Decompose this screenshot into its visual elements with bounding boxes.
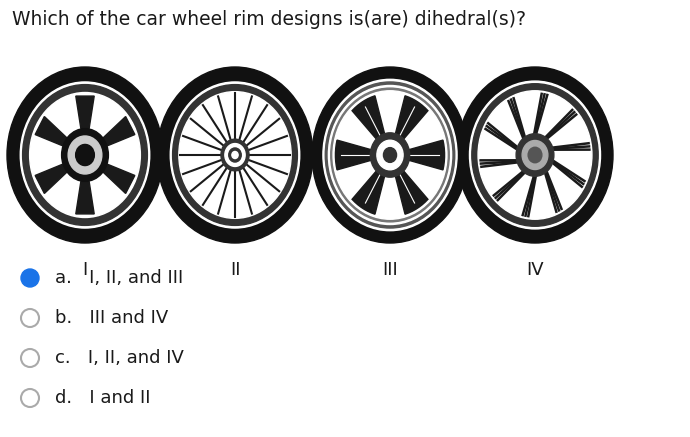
- Ellipse shape: [20, 82, 150, 228]
- Text: b.   III and IV: b. III and IV: [55, 309, 168, 327]
- Ellipse shape: [232, 152, 238, 159]
- Ellipse shape: [528, 147, 542, 163]
- Circle shape: [21, 269, 39, 287]
- Text: IV: IV: [526, 261, 544, 279]
- Ellipse shape: [221, 139, 249, 171]
- Ellipse shape: [457, 67, 613, 243]
- Text: a.   I, II, and III: a. I, II, and III: [55, 269, 184, 287]
- Polygon shape: [76, 165, 95, 214]
- Circle shape: [26, 274, 34, 282]
- Ellipse shape: [172, 85, 297, 225]
- Ellipse shape: [331, 88, 449, 222]
- Ellipse shape: [472, 84, 598, 226]
- Ellipse shape: [371, 133, 410, 177]
- Text: d.   I and II: d. I and II: [55, 389, 150, 407]
- Ellipse shape: [522, 140, 548, 170]
- Ellipse shape: [68, 136, 102, 174]
- Ellipse shape: [229, 148, 242, 162]
- Ellipse shape: [76, 145, 95, 166]
- Polygon shape: [401, 140, 444, 170]
- Text: c.   I, II, and IV: c. I, II, and IV: [55, 349, 184, 367]
- Ellipse shape: [61, 128, 108, 181]
- Polygon shape: [92, 117, 135, 151]
- Ellipse shape: [179, 92, 291, 218]
- Polygon shape: [76, 96, 95, 145]
- Ellipse shape: [23, 85, 148, 225]
- Text: II: II: [230, 261, 240, 279]
- Polygon shape: [92, 159, 135, 194]
- Ellipse shape: [325, 82, 455, 228]
- Ellipse shape: [469, 81, 600, 229]
- Polygon shape: [352, 164, 387, 214]
- Ellipse shape: [377, 140, 403, 170]
- Ellipse shape: [328, 86, 452, 225]
- Text: Which of the car wheel rim designs is(are) dihedral(s)?: Which of the car wheel rim designs is(ar…: [12, 10, 526, 29]
- Ellipse shape: [157, 67, 313, 243]
- Polygon shape: [393, 96, 428, 146]
- Ellipse shape: [478, 91, 592, 219]
- Ellipse shape: [312, 67, 468, 243]
- Polygon shape: [352, 96, 387, 146]
- Polygon shape: [35, 159, 78, 194]
- Polygon shape: [393, 164, 428, 214]
- Ellipse shape: [333, 91, 447, 219]
- Ellipse shape: [30, 93, 140, 218]
- Polygon shape: [35, 117, 78, 151]
- Ellipse shape: [7, 67, 163, 243]
- Ellipse shape: [170, 82, 299, 228]
- Text: I: I: [82, 261, 88, 279]
- Polygon shape: [335, 140, 380, 170]
- Ellipse shape: [516, 134, 554, 176]
- Ellipse shape: [323, 80, 457, 231]
- Ellipse shape: [384, 148, 397, 163]
- Circle shape: [25, 273, 35, 284]
- Text: III: III: [382, 261, 398, 279]
- Ellipse shape: [225, 144, 245, 166]
